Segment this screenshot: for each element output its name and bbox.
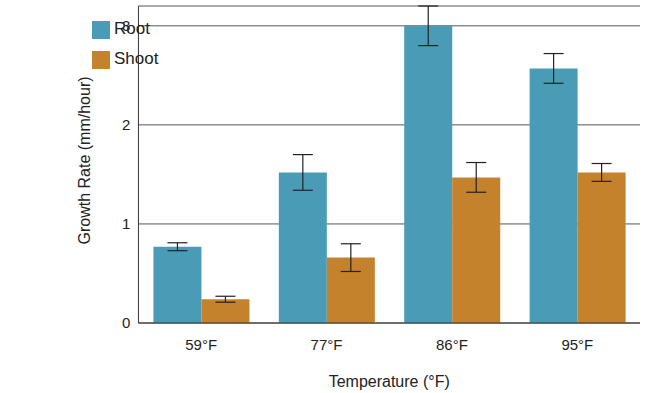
- svg-text:77°F: 77°F: [311, 336, 343, 353]
- svg-text:3: 3: [122, 17, 130, 34]
- svg-text:2: 2: [122, 116, 130, 133]
- svg-text:1: 1: [122, 215, 130, 232]
- svg-text:Growth Rate (mm/hour): Growth Rate (mm/hour): [76, 76, 93, 244]
- svg-text:Temperature (°F): Temperature (°F): [329, 373, 450, 390]
- svg-text:95°F: 95°F: [561, 336, 593, 353]
- svg-text:0: 0: [122, 314, 130, 331]
- svg-text:59°F: 59°F: [185, 336, 217, 353]
- svg-text:86°F: 86°F: [436, 336, 468, 353]
